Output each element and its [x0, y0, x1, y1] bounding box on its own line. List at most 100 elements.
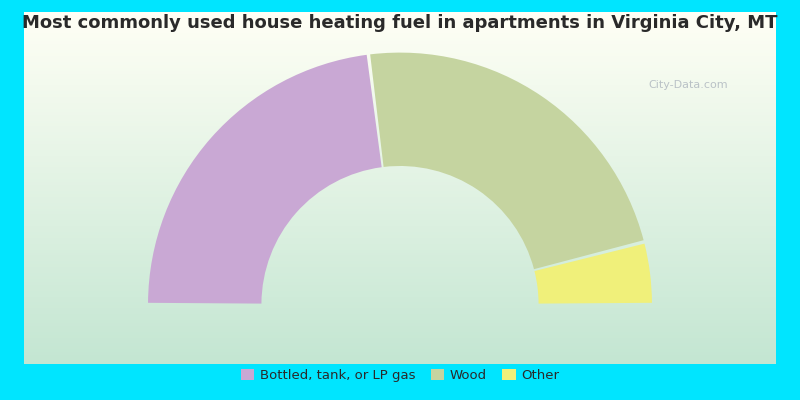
Bar [24, 212, 776, 214]
Bar [24, 191, 776, 194]
Bar [24, 74, 776, 76]
Bar [24, 244, 776, 247]
Bar [24, 85, 776, 88]
Bar [24, 344, 776, 346]
Bar [24, 106, 776, 109]
Wedge shape [370, 52, 644, 269]
Bar [24, 38, 776, 41]
Bar [24, 120, 776, 124]
Bar [24, 179, 776, 182]
Bar [24, 200, 776, 203]
Bar [24, 238, 776, 241]
Bar [24, 176, 776, 179]
Bar [24, 288, 776, 291]
Bar [24, 135, 776, 138]
Bar [24, 270, 776, 273]
Bar [24, 355, 776, 358]
Bar [24, 41, 776, 44]
Bar [24, 323, 776, 326]
Bar [24, 358, 776, 361]
Bar [24, 153, 776, 156]
Bar [24, 59, 776, 62]
Bar [24, 12, 776, 15]
Bar [24, 141, 776, 144]
Bar [24, 65, 776, 68]
Bar [24, 47, 776, 50]
Bar [24, 164, 776, 168]
Bar [24, 147, 776, 150]
Bar [24, 302, 776, 305]
Bar [24, 332, 776, 335]
Bar [24, 314, 776, 317]
Bar [24, 88, 776, 91]
Bar [24, 21, 776, 24]
Bar [24, 305, 776, 308]
Bar [24, 276, 776, 279]
Bar [24, 285, 776, 288]
Bar [24, 346, 776, 349]
Bar [24, 30, 776, 32]
Bar [24, 91, 776, 94]
Bar [24, 261, 776, 264]
Bar [24, 82, 776, 85]
Bar [24, 115, 776, 118]
Bar [24, 32, 776, 36]
Bar [24, 97, 776, 100]
Bar [24, 214, 776, 217]
Bar [24, 100, 776, 103]
Bar [24, 267, 776, 270]
Bar [24, 352, 776, 355]
Bar [24, 296, 776, 300]
Bar [24, 340, 776, 344]
Bar [24, 338, 776, 340]
Bar [24, 326, 776, 329]
Bar [24, 294, 776, 296]
Bar [24, 71, 776, 74]
Bar [24, 232, 776, 235]
Bar [24, 124, 776, 126]
Bar [24, 197, 776, 200]
Bar [24, 159, 776, 162]
Bar [24, 206, 776, 208]
Bar [24, 44, 776, 47]
Bar [24, 250, 776, 252]
Bar [24, 247, 776, 250]
Bar [24, 50, 776, 53]
Bar [24, 15, 776, 18]
Bar [24, 112, 776, 115]
Bar [24, 168, 776, 170]
Bar [24, 282, 776, 285]
Bar [24, 311, 776, 314]
Bar [24, 279, 776, 282]
Bar [24, 138, 776, 141]
Bar [24, 308, 776, 311]
Bar [24, 144, 776, 147]
Bar [24, 229, 776, 232]
Bar [24, 317, 776, 320]
Bar [24, 156, 776, 159]
Bar [24, 217, 776, 220]
Bar [24, 329, 776, 332]
Bar [24, 129, 776, 132]
Bar [24, 194, 776, 197]
Bar [24, 188, 776, 191]
Bar [24, 62, 776, 65]
Bar [24, 53, 776, 56]
Bar [24, 335, 776, 338]
Bar [24, 300, 776, 302]
Bar [24, 361, 776, 364]
Bar [24, 208, 776, 212]
Bar [24, 68, 776, 71]
Bar [24, 235, 776, 238]
Wedge shape [148, 55, 382, 304]
Bar [24, 103, 776, 106]
Bar [24, 56, 776, 59]
Bar [24, 226, 776, 229]
Bar [24, 18, 776, 21]
Bar [24, 132, 776, 135]
Bar [24, 256, 776, 258]
Bar [24, 320, 776, 323]
Bar [24, 170, 776, 173]
Bar [24, 27, 776, 30]
Wedge shape [534, 244, 652, 304]
